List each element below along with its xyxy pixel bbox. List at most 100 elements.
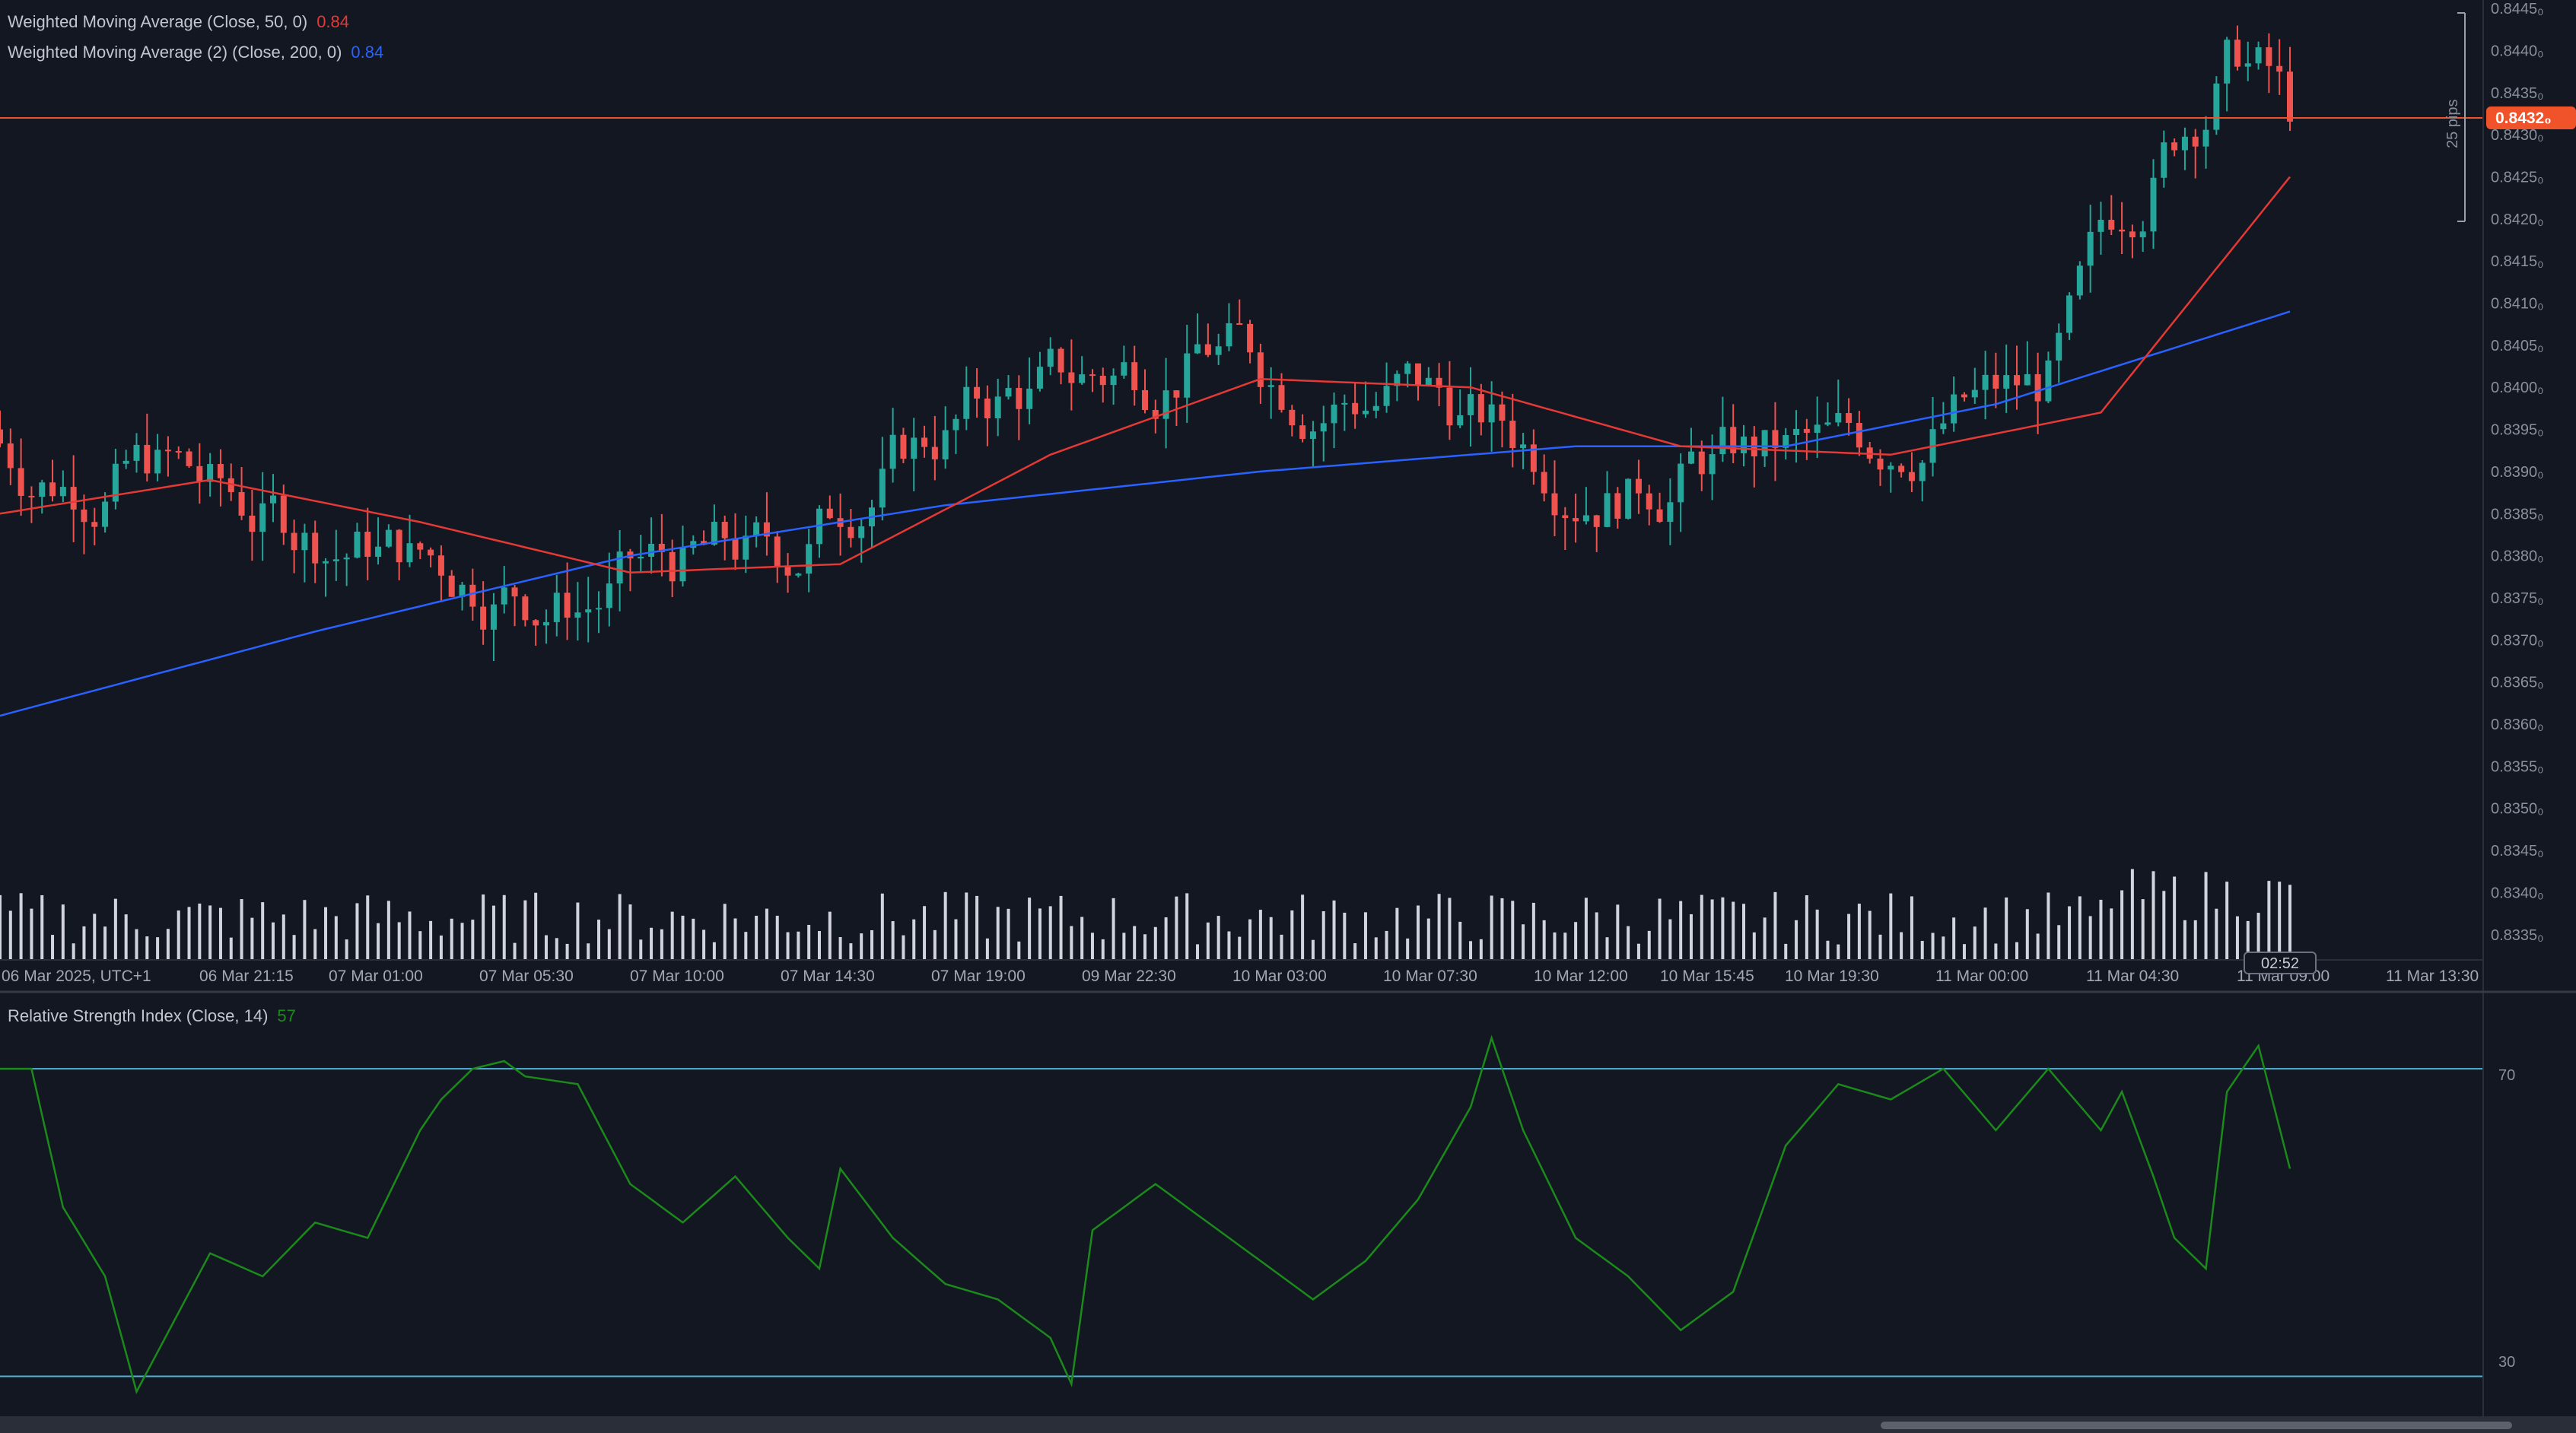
volume-bar [408, 911, 412, 960]
volume-bar [1636, 943, 1640, 960]
candle-body [1215, 346, 1222, 355]
volume-bar [1406, 938, 1410, 960]
time-tick-label: 06 Mar 21:15 [199, 968, 294, 985]
scrollbar-thumb[interactable] [1881, 1422, 2512, 1429]
volume-bar [1363, 912, 1367, 960]
candle-body [606, 583, 612, 608]
candle-body [616, 551, 623, 584]
candle-body [1320, 423, 1327, 432]
candle-body [2003, 375, 2010, 389]
candle-body [1877, 458, 1884, 470]
candle-body [2150, 177, 2157, 232]
candle-body [207, 464, 214, 482]
candle-body [2024, 373, 2031, 386]
volume-bar [828, 911, 832, 960]
volume-bar [240, 899, 243, 960]
price-tick-label: 0.8355₀ [2491, 758, 2543, 775]
candle-body [385, 529, 392, 547]
volume-bar [870, 929, 874, 960]
candle-body [1372, 405, 1379, 411]
price-axis[interactable]: 0.8445₀ 0.8440₀ 0.8435₀ 0.8430₀ 0.8425₀ 0.842… [2491, 1, 2543, 944]
candle-body [974, 386, 981, 399]
candle-body [2161, 142, 2167, 178]
volume-bar [2183, 920, 2186, 960]
volume-bar [996, 907, 1000, 960]
candle-body [1593, 515, 1600, 527]
volume-bar [2162, 891, 2166, 960]
time-tick-label: 07 Mar 10:00 [630, 968, 724, 985]
candle-body [711, 522, 717, 545]
candle-body [1289, 409, 1296, 426]
volume-bar [156, 937, 160, 960]
volume-bar [1878, 934, 1882, 960]
volume-bar [355, 903, 359, 960]
candle-body [1309, 431, 1316, 439]
candle-body [1667, 502, 1674, 523]
volume-bar [2110, 908, 2113, 960]
candle-body [144, 444, 151, 474]
volume-bar [1038, 908, 1042, 960]
candles [0, 25, 2293, 661]
volume-bar [1164, 917, 1168, 960]
rsi-pane[interactable] [0, 1034, 2483, 1395]
candle-body [648, 543, 655, 557]
candle-body [2056, 332, 2062, 361]
candle-body [375, 546, 382, 558]
volume-bar [660, 929, 663, 960]
volume-bar [1511, 901, 1515, 960]
volume-bar [2130, 869, 2134, 960]
volume-bar [166, 929, 170, 960]
volume-bar [93, 913, 97, 960]
price-tick-label: 0.8360₀ [2491, 716, 2543, 733]
price-tick-label: 0.8435₀ [2491, 85, 2543, 102]
volume-bar [2120, 890, 2124, 960]
candle-body [1803, 428, 1810, 434]
volume-bar [576, 902, 580, 960]
candle-body [1824, 422, 1831, 425]
volume-bar [880, 893, 884, 960]
volume-bar [807, 924, 811, 960]
candle-body [2066, 295, 2073, 333]
candle-body [249, 515, 256, 532]
volume-bar [618, 894, 622, 960]
volume-bar [2015, 942, 2019, 960]
candle-body [1709, 454, 1716, 475]
volume-bar [1426, 918, 1430, 960]
candle-body [1247, 323, 1254, 353]
wma200-legend[interactable]: Weighted Moving Average (2) (Close, 200,… [8, 43, 383, 62]
price-tick-label: 0.8340₀ [2491, 885, 2543, 901]
candle-body [2287, 71, 2293, 122]
volume-bar [366, 895, 370, 960]
volume-bar [838, 937, 842, 960]
volume-bar [933, 929, 937, 960]
rsi-legend[interactable]: Relative Strength Index (Close, 14) 57 [8, 1006, 296, 1026]
candle-body [459, 584, 466, 597]
price-tick-label: 0.8395₀ [2491, 422, 2543, 439]
candle-body [2244, 63, 2251, 67]
volume-bar [2141, 899, 2145, 960]
price-pane[interactable] [0, 25, 2483, 960]
volume-bar [2088, 916, 2092, 960]
candle-body [1362, 410, 1369, 415]
candle-body [1446, 387, 1453, 426]
candle-body [826, 508, 833, 519]
candle-body [196, 465, 203, 482]
candle-body [1961, 394, 1967, 398]
volume-bar [912, 919, 916, 960]
candle-body [1783, 435, 1789, 448]
candle-body [2255, 47, 2262, 64]
candle-body [1194, 344, 1201, 354]
candle-body [690, 541, 697, 548]
volume-bar [1595, 912, 1598, 960]
time-axis[interactable]: 06 Mar 2025, UTC+1 06 Mar 21:15 07 Mar 01:… [2, 968, 2479, 985]
candle-body [2213, 83, 2220, 130]
volume-bar [145, 936, 149, 960]
candle-body [102, 501, 109, 527]
time-tick-label: 10 Mar 19:30 [1785, 968, 1879, 985]
candle-body [638, 556, 644, 559]
wma50-legend[interactable]: Weighted Moving Average (Close, 50, 0) 0.… [8, 12, 349, 32]
volume-bar [1048, 906, 1052, 960]
candle-body [1477, 394, 1484, 423]
volume-bar [1868, 910, 1872, 960]
